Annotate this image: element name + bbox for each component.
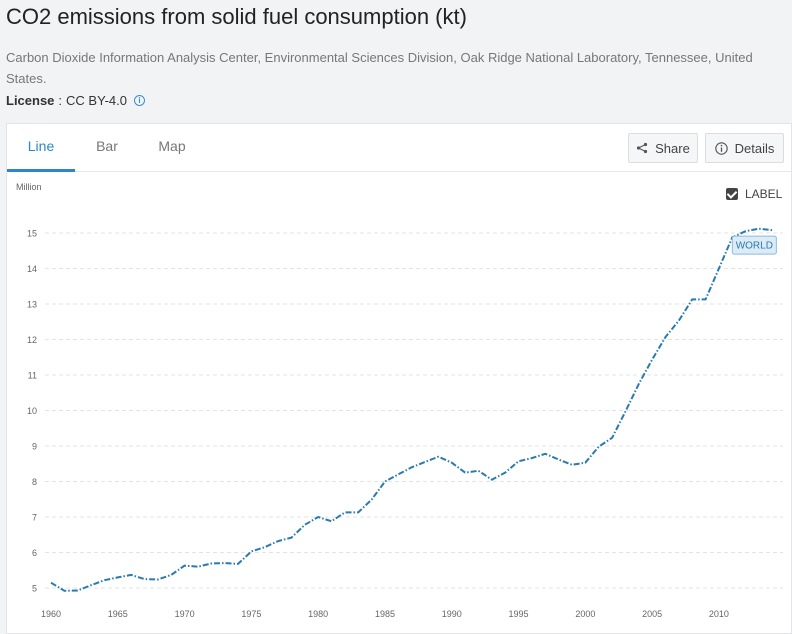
- share-icon: [637, 142, 648, 154]
- license-separator: :: [58, 93, 63, 108]
- x-tick-label: 2010: [709, 609, 729, 619]
- series-line-world: [50, 227, 773, 592]
- label-checkbox[interactable]: [726, 188, 738, 200]
- details-label: Details: [734, 140, 775, 156]
- line-chart: Million 5 6 7 8 9 10 11 12 13 14 15 1960 1965 1970 19…: [16, 182, 783, 619]
- x-tick-label: 1980: [308, 609, 328, 619]
- info-icon[interactable]: i: [133, 95, 145, 106]
- source-text: Carbon Dioxide Information Analysis Cent…: [6, 50, 753, 86]
- y-tick-label: 9: [32, 442, 37, 452]
- page-title: CO2 emissions from solid fuel consumptio…: [6, 4, 467, 29]
- label-toggle[interactable]: LABEL: [726, 187, 782, 201]
- license-label: License: [6, 93, 55, 108]
- chart-panel: Line Bar Map Share Details LABEL: [6, 123, 792, 634]
- x-tick-label: 1970: [175, 609, 195, 619]
- y-tick-label: 11: [28, 371, 37, 381]
- x-tick-label: 1995: [509, 609, 529, 619]
- x-tick-label: 2005: [642, 609, 662, 619]
- info-circle-icon: [714, 141, 728, 155]
- share-label: Share: [655, 140, 690, 156]
- tab-line[interactable]: Line: [7, 124, 75, 172]
- series-label-box: [731, 235, 777, 255]
- details-button[interactable]: Details: [705, 133, 784, 163]
- y-tick-label: 12: [27, 335, 37, 345]
- share-button[interactable]: Share: [628, 133, 698, 163]
- license-value[interactable]: CC BY-4.0: [66, 93, 127, 108]
- label-toggle-text: LABEL: [745, 187, 783, 201]
- y-axis-label: Million: [16, 182, 42, 192]
- x-tick-label: 1990: [442, 609, 462, 619]
- x-tick-label: 1960: [41, 609, 61, 619]
- x-tick-label: 1985: [375, 609, 395, 619]
- license: License : CC BY-4.0 i: [6, 93, 145, 108]
- tab-bar: Line Bar Map Share Details: [7, 124, 791, 172]
- tab-map[interactable]: Map: [158, 138, 186, 154]
- series-label: WORLD: [731, 235, 777, 255]
- series-label-text: WORLD: [736, 241, 773, 252]
- y-tick-label: 7: [32, 513, 37, 523]
- x-tick-label: 1975: [241, 609, 261, 619]
- y-tick-label: 10: [27, 406, 37, 416]
- x-tick-label: 2000: [575, 609, 595, 619]
- y-tick-label: 14: [27, 264, 37, 274]
- y-tick-label: 13: [27, 300, 37, 310]
- x-tick-label: 1965: [108, 609, 128, 619]
- y-tick-label: 6: [32, 548, 37, 558]
- y-tick-label: 5: [32, 584, 37, 594]
- y-tick-label: 15: [27, 229, 37, 239]
- tab-bar-chart[interactable]: Bar: [96, 138, 118, 154]
- y-tick-label: 8: [32, 477, 37, 487]
